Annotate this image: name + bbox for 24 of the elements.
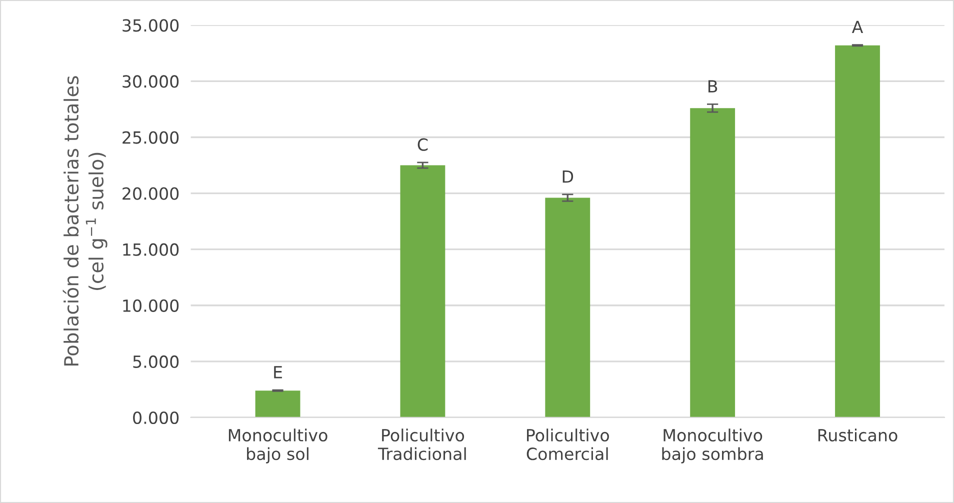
y-tick-label: 5.000 — [133, 355, 179, 368]
y-tick-label: 0.000 — [133, 411, 179, 424]
annotation: B — [708, 80, 718, 92]
annotation: A — [852, 20, 864, 33]
bar — [835, 45, 880, 418]
y-tick-label: 25.000 — [122, 131, 179, 144]
y-tick-label: 30.000 — [122, 75, 179, 88]
y-tick-label: 20.000 — [122, 187, 179, 200]
y-tick-label: 35.000 — [122, 19, 179, 32]
bar — [690, 108, 736, 418]
x-tick-label: Rusticano — [818, 428, 898, 442]
x-tick-label: Monocultivo bajo sombra — [662, 428, 763, 464]
bar — [400, 165, 446, 418]
x-tick-label: Monocultivo bajo sol — [228, 428, 328, 464]
x-tick-label: Policultivo Tradicional — [378, 428, 466, 460]
y-tick-label: 10.000 — [123, 299, 179, 312]
y-axis-title: Población de bacterias totales (cel g$^{−1}$ suelo) — [62, 76, 108, 366]
annotation: E — [274, 366, 282, 378]
x-tick-label: Policultivo Comercial — [526, 428, 609, 460]
annotation: C — [418, 138, 428, 151]
bar — [545, 198, 590, 418]
bar — [255, 390, 300, 418]
y-tick-label: 15.000 — [123, 243, 179, 256]
annotation: D — [562, 170, 574, 183]
